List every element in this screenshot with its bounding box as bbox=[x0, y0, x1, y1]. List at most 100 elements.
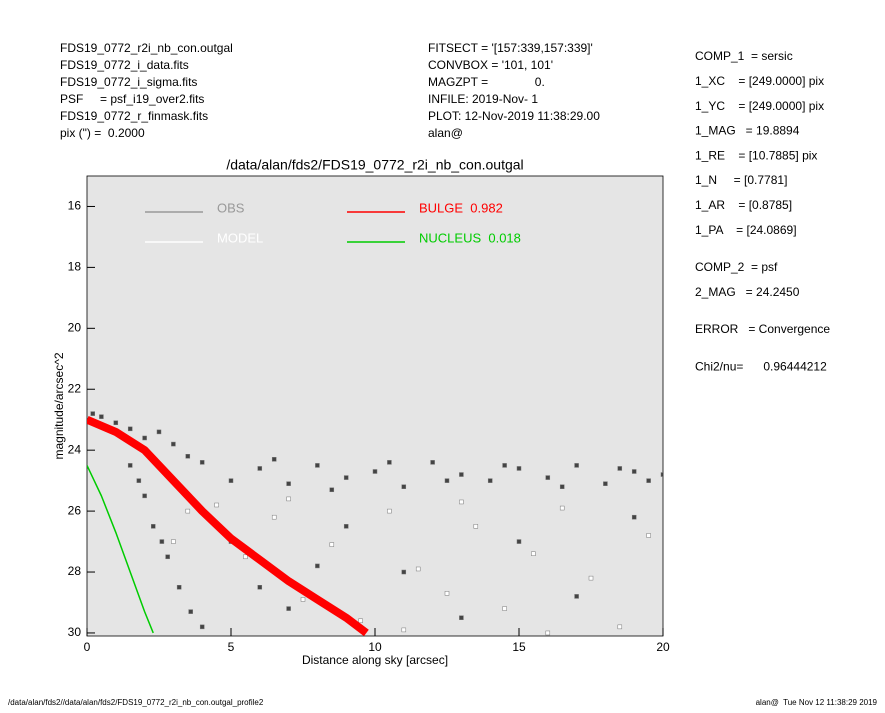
fit-parameter: COMP_2 = psf bbox=[695, 260, 778, 274]
x-axis-label: Distance along sky [arcsec] bbox=[302, 653, 448, 667]
data-point bbox=[559, 484, 565, 489]
header-middle-line: PLOT: 12-Nov-2019 11:38:29.00 bbox=[428, 109, 600, 123]
data-point bbox=[343, 475, 349, 480]
legend-label: MODEL bbox=[217, 230, 263, 245]
data-point bbox=[329, 542, 335, 547]
data-point bbox=[271, 514, 277, 520]
plot-background bbox=[86, 175, 664, 637]
data-point bbox=[502, 463, 507, 468]
data-point bbox=[574, 594, 579, 599]
data-point bbox=[617, 624, 623, 630]
data-point bbox=[176, 585, 182, 590]
data-point bbox=[156, 429, 162, 435]
data-point bbox=[199, 624, 205, 630]
x-tick-label: 15 bbox=[512, 640, 526, 654]
data-point bbox=[401, 569, 407, 575]
fit-parameter: ERROR = Convergence bbox=[695, 322, 830, 336]
data-point bbox=[315, 563, 320, 569]
header-middle-line: INFILE: 2019-Nov- 1 bbox=[428, 92, 538, 106]
data-point bbox=[243, 554, 248, 560]
data-point bbox=[531, 551, 536, 556]
y-tick-label: 30 bbox=[68, 625, 82, 639]
legend-label: BULGE 0.982 bbox=[419, 200, 503, 215]
data-point bbox=[127, 463, 133, 468]
fit-parameter: 2_MAG = 24.2450 bbox=[695, 285, 800, 299]
data-point bbox=[646, 478, 651, 483]
data-point bbox=[150, 524, 156, 529]
header-left-line: pix (") = 0.2000 bbox=[60, 126, 145, 140]
x-tick-label: 5 bbox=[228, 640, 235, 654]
data-point bbox=[631, 469, 637, 474]
data-point bbox=[545, 475, 551, 480]
data-point bbox=[142, 435, 147, 441]
data-point bbox=[387, 508, 392, 514]
data-point bbox=[165, 554, 170, 560]
legend-label: NUCLEUS 0.018 bbox=[419, 230, 521, 245]
data-point bbox=[502, 606, 507, 611]
data-point bbox=[127, 426, 133, 432]
data-point bbox=[459, 472, 464, 477]
fit-parameter: 1_N = [0.7781] bbox=[695, 173, 787, 187]
y-tick-label: 24 bbox=[68, 442, 82, 456]
data-point bbox=[159, 539, 165, 544]
data-point bbox=[343, 524, 349, 529]
data-point bbox=[444, 478, 450, 483]
data-point bbox=[430, 460, 435, 465]
chart-title: /data/alan/fds2/FDS19_0772_r2i_nb_con.ou… bbox=[226, 157, 523, 173]
data-point bbox=[257, 466, 263, 471]
data-point bbox=[286, 496, 291, 502]
fit-parameter: 1_RE = [10.7885] pix bbox=[695, 148, 817, 162]
header-left-line: FDS19_0772_r_finmask.fits bbox=[60, 109, 208, 123]
fit-parameter: COMP_1 = sersic bbox=[695, 49, 793, 63]
footer-left: /data/alan/fds2//data/alan/fds2/FDS19_07… bbox=[8, 698, 264, 707]
data-point bbox=[315, 463, 320, 468]
legend-label: OBS bbox=[217, 200, 245, 215]
data-point bbox=[329, 487, 335, 493]
data-point bbox=[545, 630, 551, 636]
y-tick-label: 16 bbox=[68, 199, 82, 213]
data-point bbox=[559, 505, 565, 511]
x-tick-label: 20 bbox=[656, 640, 670, 654]
fit-parameter: 1_YC = [249.0000] pix bbox=[695, 99, 824, 113]
header-left-line: FDS19_0772_i_data.fits bbox=[60, 58, 189, 72]
header-middle-line: MAGZPT = 0. bbox=[428, 75, 545, 89]
data-point bbox=[617, 466, 623, 471]
fit-parameter: 1_MAG = 19.8894 bbox=[695, 124, 800, 138]
y-tick-label: 26 bbox=[68, 503, 82, 517]
y-tick-label: 22 bbox=[68, 381, 82, 395]
data-point bbox=[171, 539, 176, 544]
header-left-line: PSF = psf_i19_over2.fits bbox=[60, 92, 204, 106]
y-tick-label: 28 bbox=[68, 564, 82, 578]
series-line bbox=[87, 465, 154, 634]
data-point bbox=[171, 441, 176, 447]
data-point bbox=[358, 618, 363, 624]
data-point bbox=[300, 597, 306, 602]
plot-area bbox=[87, 411, 663, 636]
data-point bbox=[444, 591, 450, 596]
data-point bbox=[387, 460, 392, 465]
data-point bbox=[271, 457, 277, 462]
data-point bbox=[113, 420, 119, 426]
header-left-line: FDS19_0772_i_sigma.fits bbox=[60, 75, 197, 89]
data-point bbox=[372, 469, 378, 474]
data-point bbox=[257, 585, 263, 590]
data-point bbox=[185, 454, 191, 459]
fit-parameter: 1_PA = [24.0869] bbox=[695, 223, 797, 237]
fit-parameter: Chi2/nu= 0.96444212 bbox=[695, 359, 827, 373]
header-left-line: FDS19_0772_r2i_nb_con.outgal bbox=[60, 41, 233, 55]
y-tick-label: 20 bbox=[68, 320, 82, 334]
data-point bbox=[188, 609, 193, 614]
data-point bbox=[574, 463, 579, 468]
data-point bbox=[459, 615, 464, 620]
x-tick-label: 0 bbox=[84, 640, 91, 654]
data-point bbox=[286, 606, 291, 611]
footer-right: alan@ Tue Nov 12 11:38:29 2019 bbox=[756, 698, 878, 707]
x-tick-label: 10 bbox=[368, 640, 382, 654]
series-line bbox=[87, 416, 369, 636]
data-point bbox=[660, 472, 663, 477]
data-point bbox=[185, 508, 191, 514]
data-point bbox=[603, 481, 608, 486]
data-point bbox=[228, 478, 234, 483]
data-point bbox=[487, 478, 493, 483]
